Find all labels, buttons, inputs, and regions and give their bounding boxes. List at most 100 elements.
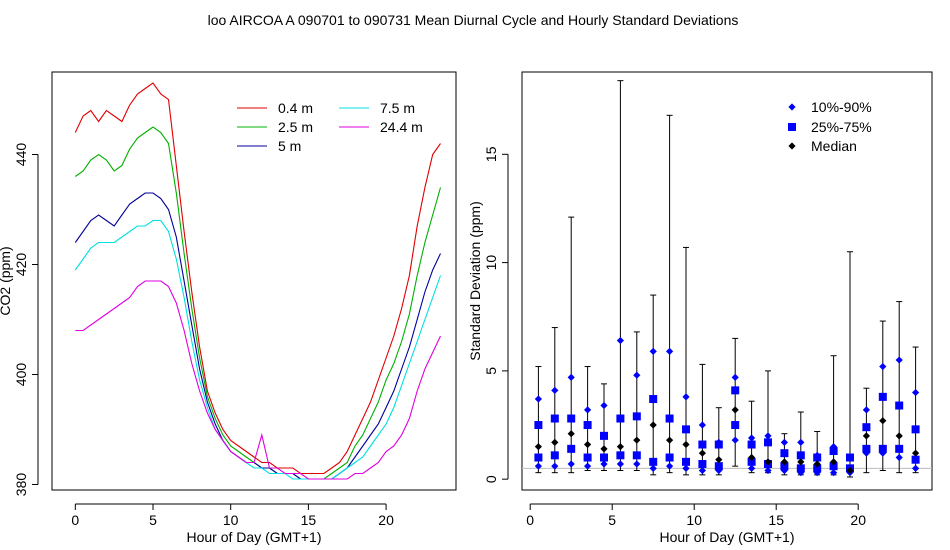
p75-marker bbox=[878, 392, 887, 401]
p75-marker bbox=[895, 401, 904, 410]
p10-marker bbox=[912, 464, 920, 472]
p10-marker bbox=[698, 466, 706, 475]
left-x-tick-label: 5 bbox=[149, 512, 157, 528]
p25-marker bbox=[813, 464, 822, 473]
p90-marker bbox=[879, 362, 887, 371]
p25-marker bbox=[747, 457, 756, 466]
p90-marker bbox=[862, 406, 870, 414]
p75-marker bbox=[698, 440, 707, 449]
co2-series-line-1 bbox=[74, 82, 441, 475]
right-y-tick-label: 15 bbox=[483, 146, 499, 162]
p90-marker bbox=[830, 443, 838, 451]
legend-label: 2.5 m bbox=[278, 119, 313, 135]
median-marker bbox=[912, 449, 920, 457]
p75-marker bbox=[813, 453, 822, 462]
p90-marker bbox=[797, 438, 805, 446]
p75-marker bbox=[714, 440, 723, 449]
median-marker bbox=[534, 443, 542, 451]
p90-marker bbox=[764, 432, 772, 440]
right-x-axis-label: Hour of Day (GMT+1) bbox=[660, 529, 795, 545]
right-plot-frame bbox=[521, 71, 933, 491]
p10-marker bbox=[780, 466, 788, 475]
right-x-tick-label: 15 bbox=[768, 512, 784, 528]
left-plot-frame bbox=[51, 71, 457, 491]
p25-marker bbox=[534, 453, 543, 462]
legend-label: 10%-90% bbox=[811, 99, 872, 115]
p10-marker bbox=[633, 460, 641, 468]
left-y-tick-label: 440 bbox=[13, 143, 29, 167]
p10-marker bbox=[666, 462, 674, 470]
p10-marker bbox=[715, 466, 723, 475]
right-y-tick-label: 5 bbox=[483, 367, 499, 375]
p75-marker bbox=[911, 425, 920, 434]
p10-marker bbox=[600, 460, 608, 468]
legend-label: 0.4 m bbox=[278, 100, 313, 116]
p25-marker bbox=[829, 462, 838, 471]
p90-marker bbox=[567, 373, 575, 381]
median-marker bbox=[846, 466, 854, 475]
p75-marker bbox=[796, 451, 805, 460]
left-y-tick-label: 400 bbox=[13, 363, 29, 387]
p90-marker bbox=[584, 406, 592, 414]
median-marker bbox=[666, 436, 674, 444]
p90-marker bbox=[682, 393, 690, 401]
p25-marker bbox=[895, 444, 904, 453]
p25-marker bbox=[911, 455, 920, 464]
p25-marker bbox=[600, 453, 608, 462]
p75-marker bbox=[682, 425, 690, 434]
right-x-tick-label: 20 bbox=[850, 512, 866, 528]
p90-marker bbox=[780, 438, 788, 446]
median-marker bbox=[551, 438, 559, 446]
p75-marker bbox=[600, 431, 608, 440]
median-marker bbox=[879, 417, 887, 425]
p90-marker bbox=[649, 347, 657, 355]
p90-marker bbox=[666, 347, 674, 355]
p25-marker bbox=[878, 444, 887, 453]
p90-marker bbox=[698, 421, 706, 429]
left-x-axis-label: Hour of Day (GMT+1) bbox=[187, 529, 322, 545]
legend-label: Median bbox=[811, 138, 857, 154]
p10-marker bbox=[748, 464, 756, 472]
p90-marker bbox=[895, 356, 903, 364]
figure-title: loo AIRCOA A 090701 to 090731 Mean Diurn… bbox=[208, 12, 739, 28]
p90-marker bbox=[748, 434, 756, 442]
p90-marker bbox=[912, 388, 920, 397]
median-marker bbox=[682, 440, 690, 449]
median-marker bbox=[731, 406, 739, 414]
p75-marker bbox=[583, 421, 592, 430]
left-x-tick-label: 15 bbox=[301, 512, 317, 528]
p90-marker bbox=[600, 401, 608, 410]
p75-marker bbox=[567, 414, 576, 423]
co2-series-line-4 bbox=[74, 219, 442, 480]
p90-marker bbox=[731, 373, 739, 381]
p25-marker bbox=[632, 451, 641, 460]
co2-series-line-2 bbox=[74, 126, 442, 480]
p75-marker bbox=[846, 453, 854, 462]
median-marker bbox=[715, 456, 723, 464]
median-marker bbox=[649, 421, 657, 429]
right-y-tick-label: 0 bbox=[483, 475, 499, 483]
p75-marker bbox=[550, 414, 559, 423]
p10-marker bbox=[616, 460, 624, 468]
p10-marker bbox=[895, 453, 903, 462]
right-x-tick-label: 5 bbox=[608, 512, 616, 528]
p10-marker bbox=[682, 464, 690, 472]
p25-marker bbox=[862, 444, 871, 453]
p75-marker bbox=[632, 412, 641, 421]
legend-swatch bbox=[788, 142, 796, 150]
co2-diurnal-panel: 0 5 10 15 20 380 400 420 440 Hour of Day (GMT+1) C… bbox=[0, 71, 457, 545]
p10-marker bbox=[551, 462, 559, 470]
p25-marker bbox=[550, 451, 559, 460]
legend-label: 25%-75% bbox=[811, 119, 872, 135]
right-y-axis-label: Standard Deviation (ppm) bbox=[467, 201, 483, 361]
p25-marker bbox=[714, 462, 723, 471]
median-marker bbox=[813, 460, 821, 468]
median-marker bbox=[748, 453, 756, 462]
p10-marker bbox=[567, 460, 575, 468]
p75-marker bbox=[534, 421, 543, 430]
median-marker bbox=[616, 443, 624, 451]
co2-series-line-5 bbox=[75, 280, 441, 480]
left-x-tick-label: 0 bbox=[71, 512, 79, 528]
right-x-tick-label: 10 bbox=[686, 512, 702, 528]
